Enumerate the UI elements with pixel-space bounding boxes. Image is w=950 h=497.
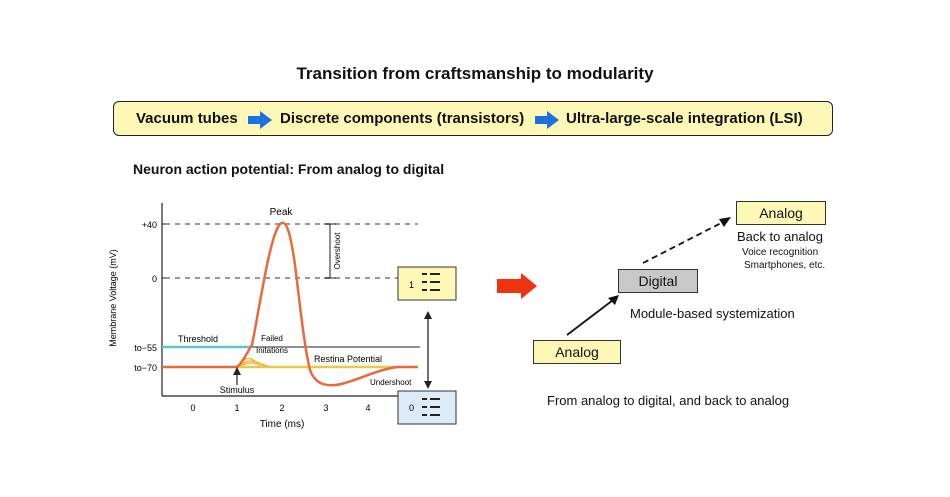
digital-to-analog-arrow [642, 220, 726, 264]
analog-to-digital-arrow [566, 296, 618, 336]
y-tick-label: to−55 [134, 343, 157, 353]
back-to-analog-label: Back to analog [737, 229, 824, 244]
x-tick-label: 1 [234, 403, 239, 413]
y-tick-label: 0 [152, 274, 157, 284]
right-arrow-icon [535, 111, 559, 129]
y-tick-label: +40 [142, 220, 157, 230]
section-subtitle: Neuron action potential: From analog to … [133, 161, 445, 177]
technology-banner: Vacuum tubes Discrete components (transi… [113, 101, 833, 136]
x-tick-label: 3 [323, 403, 328, 413]
banner-step-vacuum-tubes: Vacuum tubes [136, 110, 238, 127]
initiations-label: Initations [256, 346, 288, 355]
failed-label: Failed [261, 334, 283, 343]
overshoot-label: Overshoot [333, 232, 342, 270]
stimulus-label: Stimulus [220, 385, 255, 395]
y-axis-label: Membrane Voltage (mV) [108, 249, 118, 347]
threshold-label: Threshold [178, 334, 218, 344]
y-tick-label: to−70 [134, 363, 157, 373]
undershoot-label: Undershoot [370, 378, 412, 387]
red-right-arrow-icon [497, 273, 537, 299]
voice-recognition-label: Voice recognition [742, 247, 819, 258]
analog-top-box: Analog [736, 201, 826, 225]
state-zero-label: 0 [409, 403, 414, 413]
bottom-caption: From analog to digital, and back to anal… [547, 393, 790, 408]
action-potential-chart: +40 0 to−55 to−70 0 1 2 3 4 Time (ms) Me… [108, 203, 457, 430]
x-tick-label: 0 [190, 403, 195, 413]
failed-initiation-curve [237, 362, 271, 368]
x-tick-label: 4 [365, 403, 370, 413]
evolution-arrows [566, 217, 731, 336]
page-title: Transition from craftsmanship to modular… [296, 64, 654, 83]
action-potential-curve [162, 221, 418, 387]
resting-potential-label: Restina Potential [314, 354, 382, 364]
banner-step-lsi: Ultra-large-scale integration (LSI) [566, 110, 803, 127]
x-axis-label: Time (ms) [260, 419, 305, 430]
x-tick-label: 2 [279, 403, 284, 413]
smartphones-label: Smartphones, etc. [744, 260, 826, 271]
digital-state-one-box [397, 266, 457, 301]
module-caption: Module-based systemization [630, 306, 795, 321]
digital-box: Digital [618, 269, 698, 293]
peak-label: Peak [270, 207, 294, 218]
state-one-label: 1 [409, 280, 414, 290]
analog-bottom-box: Analog [533, 340, 621, 364]
right-arrow-icon [248, 111, 272, 129]
banner-step-discrete-components: Discrete components (transistors) [280, 110, 525, 127]
